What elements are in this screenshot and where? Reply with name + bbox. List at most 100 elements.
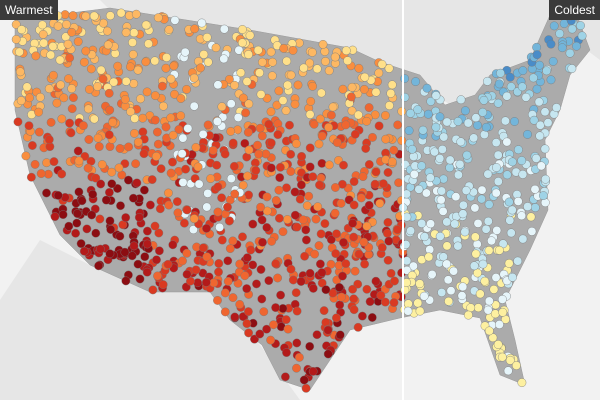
swipe-divider[interactable] [402, 0, 404, 400]
station-dot [527, 226, 537, 236]
station-dot [131, 159, 141, 169]
station-dot [223, 202, 232, 212]
station-dot [323, 325, 333, 335]
station-dot [491, 163, 501, 172]
station-dot [269, 320, 278, 330]
station-dot [505, 355, 515, 365]
station-dot [104, 88, 114, 98]
station-dot [38, 20, 47, 30]
station-dot [36, 169, 46, 179]
station-dot [404, 126, 414, 136]
station-dot [371, 276, 381, 286]
station-dot [305, 58, 314, 68]
station-dot [418, 125, 428, 135]
station-dot [228, 293, 238, 302]
station-dot [148, 285, 158, 295]
station-dot [518, 169, 528, 179]
station-dot [442, 117, 452, 127]
station-dot [142, 267, 152, 277]
station-dot [240, 138, 250, 148]
station-dot [300, 251, 309, 261]
station-dot [383, 217, 393, 227]
station-dot [431, 122, 441, 132]
station-dot [67, 104, 77, 114]
station-dot [491, 138, 501, 148]
station-dot [370, 179, 380, 189]
station-dot [116, 201, 125, 211]
station-dot [132, 178, 142, 188]
station-dot [81, 11, 91, 21]
station-dot [21, 151, 31, 161]
station-dot [182, 248, 192, 258]
station-dot [283, 324, 293, 334]
station-dot [128, 50, 138, 59]
station-dot [576, 21, 585, 31]
station-dot [225, 216, 234, 226]
station-dot [478, 259, 488, 269]
station-dot [105, 11, 115, 21]
station-dot [296, 168, 306, 178]
station-dot [193, 278, 203, 288]
station-dot [203, 57, 213, 67]
station-dot [44, 84, 54, 94]
station-dot [80, 151, 90, 161]
station-dot [11, 20, 21, 29]
station-dot [220, 288, 230, 298]
station-dot [213, 182, 223, 192]
station-dot [330, 183, 340, 192]
station-dot [150, 115, 160, 125]
station-dot [517, 211, 526, 221]
station-dot [529, 115, 539, 125]
station-dot [71, 228, 81, 238]
station-dot [295, 194, 305, 204]
station-dot [226, 99, 236, 109]
station-dot [162, 53, 172, 62]
station-dot [353, 322, 363, 332]
station-dot [129, 28, 139, 38]
station-dot [201, 277, 211, 287]
station-dot [193, 162, 203, 172]
station-dot [330, 208, 340, 218]
station-dot [417, 219, 427, 228]
station-dot [297, 151, 306, 161]
station-dot [253, 45, 263, 55]
warmest-label: Warmest [0, 0, 58, 20]
station-dot [455, 159, 465, 169]
station-dot [386, 89, 396, 98]
station-dot [376, 290, 386, 300]
station-dot [202, 223, 211, 233]
station-dot [491, 273, 501, 282]
station-dot [101, 195, 111, 205]
station-dot [312, 64, 322, 74]
station-dot [319, 306, 329, 315]
station-dot [419, 291, 429, 301]
station-dot [354, 249, 364, 259]
station-dot [24, 121, 34, 131]
station-dot [274, 86, 284, 96]
station-dot [74, 187, 84, 197]
station-dot [513, 256, 523, 266]
station-dot [15, 67, 25, 77]
station-dot [341, 259, 351, 269]
station-dot [437, 288, 447, 297]
station-dot [252, 279, 261, 289]
station-dot [460, 227, 470, 237]
station-dot [276, 290, 285, 300]
station-dot [470, 232, 480, 242]
station-dot [198, 129, 208, 139]
station-dot [278, 304, 288, 313]
station-dot [98, 74, 108, 84]
station-dot [178, 256, 187, 266]
station-dot [147, 175, 157, 185]
station-dot [188, 225, 198, 235]
station-dot [504, 197, 514, 207]
station-dot [479, 130, 489, 140]
station-dot [393, 120, 403, 130]
station-dot [255, 123, 265, 133]
station-dot [457, 291, 467, 301]
station-dot [55, 55, 65, 65]
station-dot [68, 11, 78, 21]
station-dot [172, 197, 182, 207]
station-dot [470, 203, 480, 213]
